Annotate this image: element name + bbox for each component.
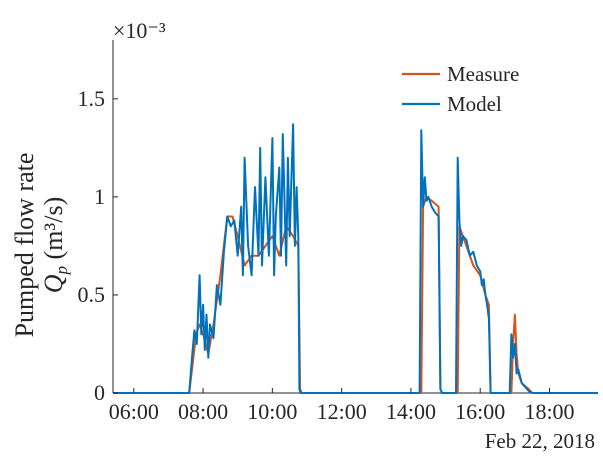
legend-label-measure: Measure — [447, 62, 519, 86]
axes-frame — [112, 40, 598, 394]
y-axis-symbol: Q — [39, 274, 68, 293]
ticks-layer: 06:00 08:00 10:00 12:00 14:00 16:00 18:00 0 0.5 1… — [78, 86, 575, 424]
y-exponent-label: ×10⁻³ — [113, 18, 166, 43]
x-tick-label: 18:00 — [524, 399, 574, 424]
date-label: Feb 22, 2018 — [485, 429, 595, 453]
series-line-model — [113, 123, 598, 394]
legend-label-model: Model — [447, 92, 502, 116]
x-tick-label: 06:00 — [109, 399, 159, 424]
legend: Measure Model — [402, 62, 519, 116]
y-axis-label-line1: Pumped flow rate — [10, 153, 39, 338]
y-axis-label-line2: Qp (m³/s) — [39, 197, 71, 293]
x-tick-label: 12:00 — [317, 399, 367, 424]
y-tick-label: 1 — [94, 184, 105, 209]
x-tick-label: 14:00 — [386, 399, 436, 424]
y-axis-unit: (m³/s) — [39, 197, 68, 260]
y-axis-subscript: p — [52, 266, 71, 276]
y-tick-label: 0 — [94, 380, 105, 405]
x-tick-label: 10:00 — [247, 399, 297, 424]
y-tick-label: 1.5 — [78, 86, 106, 111]
series-line-measure — [113, 195, 598, 394]
x-tick-label: 08:00 — [178, 399, 228, 424]
y-tick-label: 0.5 — [78, 282, 106, 307]
x-tick-label: 16:00 — [455, 399, 505, 424]
series-layer — [113, 123, 598, 394]
